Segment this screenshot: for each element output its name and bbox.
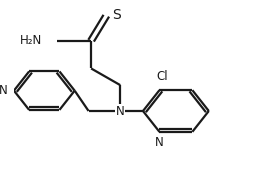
Text: N: N [116,105,125,117]
Text: N: N [0,84,7,97]
Text: N: N [155,136,164,149]
Text: S: S [113,8,121,22]
Text: Cl: Cl [156,70,168,83]
Text: H₂N: H₂N [19,34,42,47]
